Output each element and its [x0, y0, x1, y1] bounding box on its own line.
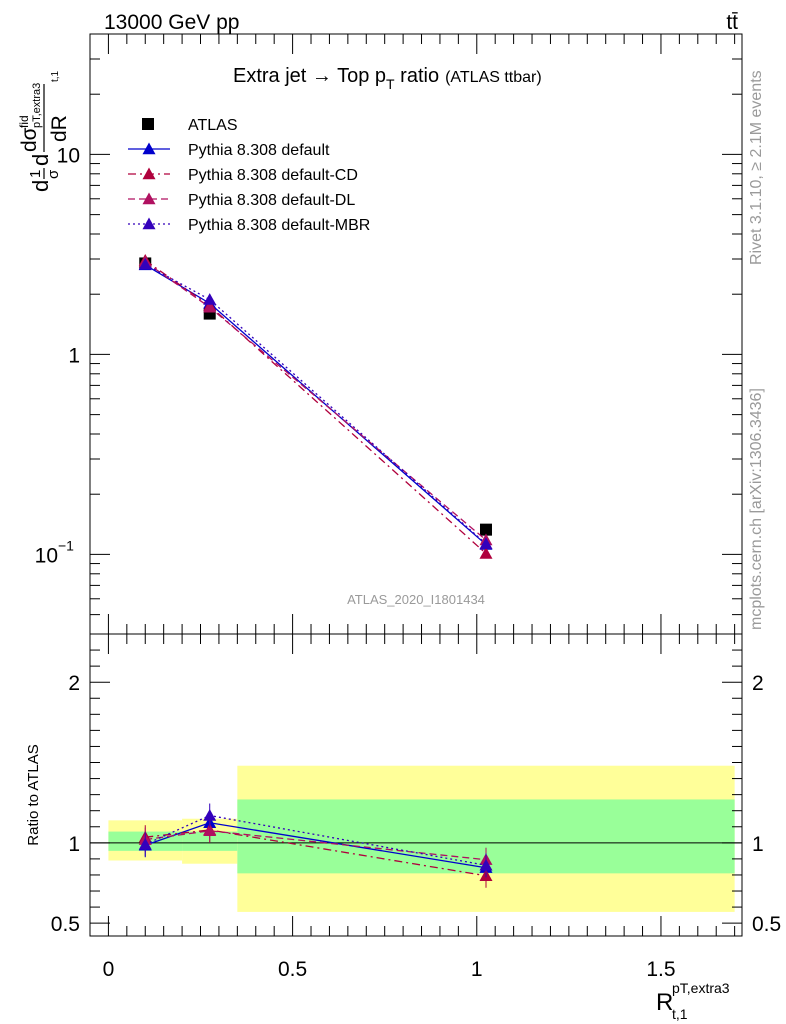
svg-text:pT,extra3: pT,extra3	[672, 980, 730, 996]
ratio-bands	[90, 765, 742, 912]
cd-line	[144, 259, 487, 555]
mbr-ratio-point-1	[203, 809, 217, 821]
main-series	[138, 253, 493, 559]
mcplots-label: mcplots.cern.ch [arXiv:1306.3436]	[748, 388, 765, 630]
svg-text:R: R	[656, 989, 673, 1016]
legend-marker-mbr	[142, 217, 156, 230]
analysis-label: ATLAS_2020_I1801434	[347, 592, 485, 607]
mbr-point-1	[203, 293, 217, 305]
ratio-axis-ticks: 2 2 1 1 0.5 0.5	[51, 649, 781, 936]
svg-text:d: d	[28, 154, 53, 166]
dl-ratio-point-1	[203, 824, 217, 836]
main-y-tick-label-1: 1	[68, 344, 80, 367]
svg-text:σ: σ	[45, 169, 62, 179]
ratio-y-axis-label: Ratio to ATLAS	[25, 744, 42, 845]
x-axis-ticks: 0 0.5 1 1.5	[103, 34, 736, 981]
ratio-y-tick-label-right-0: 2	[752, 672, 764, 695]
cd-ratio-line	[145, 829, 487, 877]
legend: ATLAS Pythia 8.308 default Pythia 8.308 de…	[128, 117, 370, 234]
ratio-frame	[89, 633, 743, 937]
header-right: tt̄	[726, 11, 738, 34]
svg-text:pT,extra3: pT,extra3	[31, 83, 43, 128]
ratio-y-tick-label-1: 1	[68, 833, 80, 856]
legend-marker-default	[142, 142, 156, 155]
cd-point-2	[479, 547, 493, 559]
x-tick-label-3: 1.5	[646, 958, 675, 981]
mbr-ratio-point-2	[479, 858, 493, 871]
main-y-tick-label-10: 10	[57, 144, 80, 167]
svg-text:d: d	[28, 180, 53, 192]
rivet-label: Rivet 3.1.10, ≥ 2.1M events	[748, 70, 765, 265]
header-left: 13000 GeV pp	[104, 11, 239, 34]
legend-label-default: Pythia 8.308 default	[188, 142, 330, 159]
plot-title: Extra jet → Top pT ratio (ATLAS ttbar)	[233, 65, 542, 92]
svg-text:dσ: dσ	[18, 127, 41, 152]
legend-marker-data	[142, 118, 154, 130]
mbr-line	[144, 263, 487, 545]
legend-label-cd: Pythia 8.308 default-CD	[188, 167, 358, 184]
legend-label-data: ATLAS	[188, 117, 238, 134]
mbr-point-2	[479, 537, 493, 549]
legend-label-dl: Pythia 8.308 default-DL	[188, 192, 355, 209]
main-y-tick-label-0p1: 10	[35, 544, 58, 567]
main-y-axis-label: d 1 σ d dσ fid pT,extra3 dR t,1	[17, 70, 71, 192]
svg-text:t,1: t,1	[50, 70, 61, 82]
main-y-tick-label-0p1-exp: −1	[58, 537, 74, 553]
ratio-y-tick-label-2: 0.5	[51, 913, 80, 936]
x-axis-label: R pT,extra3 t,1	[656, 980, 730, 1022]
svg-text:fid: fid	[17, 115, 31, 128]
atlas-point-2	[479, 523, 492, 536]
ratio-series	[138, 803, 493, 888]
legend-marker-dl	[142, 192, 156, 205]
svg-text:dR: dR	[48, 115, 71, 142]
x-tick-label-1: 0.5	[278, 958, 307, 981]
x-tick-label-0: 0	[103, 958, 115, 981]
legend-marker-cd	[142, 167, 156, 180]
x-tick-label-2: 1	[471, 958, 483, 981]
default-line	[144, 264, 487, 546]
dl-point-1	[203, 300, 217, 313]
svg-text:1: 1	[27, 170, 44, 178]
mbr-ratio-point-0	[138, 837, 152, 850]
ratio-y-tick-label-right-2: 0.5	[752, 913, 781, 936]
mbr-point-0	[138, 257, 152, 270]
legend-label-mbr: Pythia 8.308 default-MBR	[188, 217, 370, 234]
ratio-y-tick-label-right-1: 1	[752, 833, 764, 856]
ratio-y-tick-label-0: 2	[68, 672, 80, 695]
svg-text:t,1: t,1	[672, 1006, 688, 1022]
